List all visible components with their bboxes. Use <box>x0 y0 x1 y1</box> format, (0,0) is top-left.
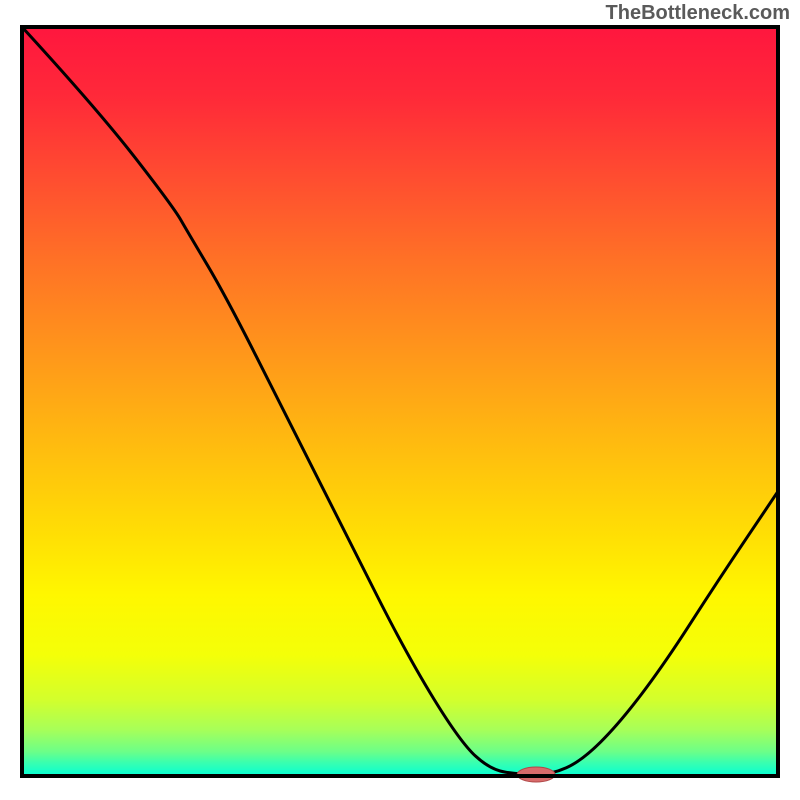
bottleneck-chart <box>0 0 800 800</box>
watermark-text: TheBottleneck.com <box>606 2 790 25</box>
chart-container: TheBottleneck.com <box>0 0 800 800</box>
